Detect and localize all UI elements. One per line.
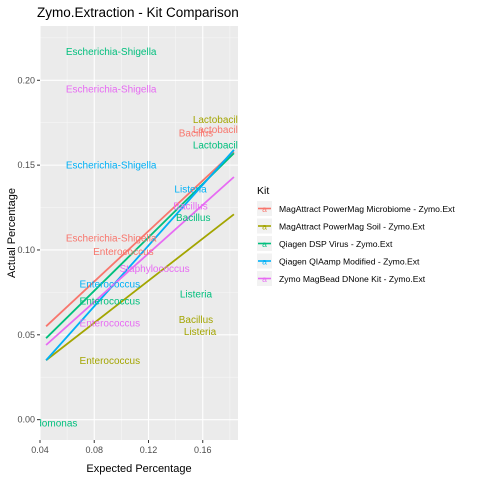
legend-item: a MagAttract PowerMag Soil - Zymo.Ext: [257, 218, 425, 234]
fit-line-series-1: [45, 150, 235, 327]
point-label: Listeria: [174, 184, 207, 195]
legend-item: a Qiagen QIAamp Modified - Zymo.Ext: [257, 253, 420, 269]
x-tick-label: 0.16: [194, 445, 212, 455]
y-tick-label: 0.10: [17, 245, 35, 255]
legend-item: a Zymo MagBead DNone Kit - Zymo.Ext: [257, 271, 426, 286]
legend: Kit a MagAttract PowerMag Microbiome - Zy…: [257, 185, 455, 286]
fit-lines: [45, 149, 235, 361]
point-label: Bacillus: [179, 315, 213, 326]
point-label: Lactobacillus: [193, 125, 251, 136]
legend-key-glyph: a: [262, 257, 267, 267]
legend-key-glyph: a: [262, 204, 267, 214]
point-label: Enterococcus: [80, 318, 141, 329]
legend-label: MagAttract PowerMag Microbiome - Zymo.Ex…: [279, 204, 455, 214]
point-label: Lactobacillus: [193, 140, 251, 151]
point-label: Listeria: [184, 327, 217, 338]
point-label: Escherichia-Shigella: [66, 161, 157, 172]
grid-major: [39, 26, 238, 440]
point-label: Bacillus: [179, 128, 213, 139]
point-label: Escherichia-Shigella: [66, 84, 157, 95]
chart-title: Zymo.Extraction - Kit Comparison: [37, 5, 239, 20]
y-axis-title: Actual Percentage: [6, 188, 18, 278]
x-axis: 0.04 0.08 0.12 0.16: [31, 440, 212, 455]
y-axis: 0.00 0.05 0.10 0.15 0.20: [17, 75, 40, 425]
y-tick-label: 0.20: [17, 75, 35, 85]
legend-title: Kit: [257, 185, 269, 197]
legend-label: MagAttract PowerMag Soil - Zymo.Ext: [279, 222, 425, 232]
point-label: Escherichia-Shigella: [66, 47, 157, 58]
x-tick-label: 0.04: [31, 445, 49, 455]
fit-line-series-2: [45, 213, 235, 361]
point-label: Staphylococcus: [120, 264, 190, 275]
y-tick-label: 0.05: [17, 330, 35, 340]
legend-key-glyph: a: [262, 222, 267, 232]
x-axis-title: Expected Percentage: [86, 463, 191, 475]
legend-item: a Qiagen DSP Virus - Zymo.Ext: [257, 236, 393, 251]
fit-line-series-5: [45, 176, 235, 346]
legend-key-glyph: a: [262, 239, 267, 249]
x-tick-label: 0.08: [85, 445, 103, 455]
legend-label: Zymo MagBead DNone Kit - Zymo.Ext: [279, 274, 426, 284]
point-label: Pseudomonas: [13, 419, 77, 430]
point-label: Enterococcus: [93, 247, 154, 258]
legend-item: a MagAttract PowerMag Microbiome - Zymo.E…: [257, 201, 455, 216]
point-label: Listeria: [180, 290, 213, 301]
x-tick-label: 0.12: [140, 445, 158, 455]
point-label: Escherichia-Shigella: [66, 234, 157, 245]
point-label: Enterococcus: [80, 356, 141, 367]
legend-key-glyph: a: [262, 274, 267, 284]
legend-label: Qiagen DSP Virus - Zymo.Ext: [279, 239, 393, 249]
legend-label: Qiagen QIAamp Modified - Zymo.Ext: [279, 257, 420, 267]
plot-panel: [40, 26, 238, 440]
point-label: Lactobacillus: [193, 115, 251, 126]
point-label: Enterococcus: [80, 279, 141, 290]
point-label: Bacillus: [176, 213, 210, 224]
point-label: Bacillus: [173, 201, 207, 212]
point-label: Enterococcus: [80, 296, 141, 307]
y-tick-label: 0.00: [17, 415, 35, 425]
point-labels: LactobacillusBacillusEscherichia-Shigell…: [13, 47, 251, 430]
y-tick-label: 0.15: [17, 160, 35, 170]
fit-line-series-4: [45, 149, 235, 361]
grid-minor: [40, 26, 238, 440]
